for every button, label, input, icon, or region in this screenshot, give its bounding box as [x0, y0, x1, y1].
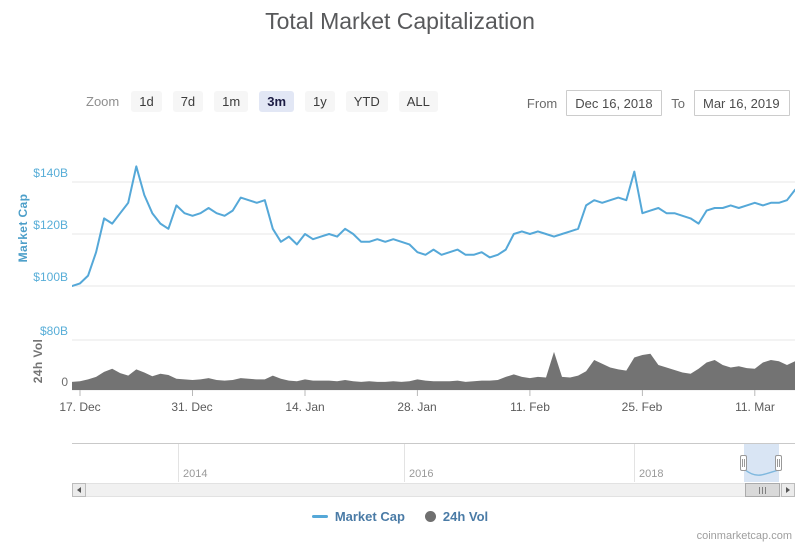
- watermark: coinmarketcap.com: [696, 530, 792, 542]
- zoom-button-1y[interactable]: 1y: [305, 91, 335, 112]
- yaxis-label-0: 0: [61, 375, 68, 389]
- xaxis-label-5: 11. Feb: [510, 400, 550, 414]
- yaxis-label-80b: $80B: [39, 324, 68, 338]
- scrollbar-track[interactable]: [72, 483, 795, 497]
- zoom-label: Zoom: [86, 94, 120, 109]
- navigator-selected-range[interactable]: [744, 444, 779, 482]
- line-marker-icon: [311, 515, 328, 518]
- yaxis-label-140b: $140B: [33, 166, 68, 180]
- to-date-input[interactable]: [694, 90, 790, 116]
- legend-label: 24h Vol: [442, 509, 489, 524]
- yaxis-label-100b: $100B: [33, 270, 68, 284]
- left-arrow-icon: [77, 487, 81, 493]
- to-label: To: [671, 95, 685, 111]
- right-arrow-icon: [786, 487, 790, 493]
- xaxis-label-7: 11. Mar: [735, 400, 775, 414]
- zoom-button-all[interactable]: ALL: [398, 91, 438, 112]
- yaxis-title-market-cap: Market Cap: [16, 193, 30, 263]
- navigator-series-preview: [744, 468, 779, 476]
- zoom-button-1d[interactable]: 1d: [131, 91, 162, 112]
- scrollbar-thumb[interactable]: [745, 483, 780, 497]
- zoom-button-ytd[interactable]: YTD: [345, 91, 388, 112]
- legend-item-24h-vol[interactable]: 24h Vol: [424, 509, 489, 524]
- scrollbar-right-arrow[interactable]: [781, 483, 795, 497]
- zoom-button-3m[interactable]: 3m: [259, 91, 295, 112]
- navigator-gridline: [634, 444, 635, 482]
- navigator-year-2014: 2014: [183, 468, 208, 480]
- date-range: From To: [527, 90, 790, 116]
- navigator-year-2016: 2016: [409, 468, 434, 480]
- zoom-button-1m[interactable]: 1m: [214, 91, 249, 112]
- yaxis-title-24h-vol: 24h Vol: [31, 338, 45, 384]
- chart-title: Total Market Capitalization: [265, 8, 535, 34]
- legend: Market Cap 24h Vol: [0, 509, 800, 524]
- from-label: From: [526, 95, 558, 111]
- xaxis-label-6: 25. Feb: [621, 400, 663, 414]
- navigator-gridline: [178, 444, 179, 482]
- xaxis-label-3: 14. Jan: [285, 400, 325, 414]
- xaxis-label-4: 28. Jan: [397, 400, 437, 414]
- legend-item-market-cap[interactable]: Market Cap: [311, 509, 405, 524]
- navigator-right-handle[interactable]: [775, 455, 782, 471]
- from-date-input[interactable]: [566, 90, 663, 116]
- yaxis-label-120b: $120B: [33, 218, 68, 232]
- circle-marker-icon: [424, 511, 436, 522]
- xaxis-label-1: 17. Dec: [59, 400, 101, 414]
- plot-area[interactable]: [72, 150, 795, 400]
- xaxis-label-2: 31. Dec: [171, 400, 213, 414]
- navigator-year-2018: 2018: [639, 468, 664, 480]
- legend-label: Market Cap: [334, 509, 405, 524]
- scrollbar-left-arrow[interactable]: [72, 483, 86, 497]
- navigator-left-handle[interactable]: [740, 455, 747, 471]
- navigator[interactable]: 2014 2016 2018: [72, 443, 795, 482]
- navigator-gridline: [404, 444, 405, 482]
- range-selector: Zoom 1d 7d 1m 3m 1y YTD ALL: [86, 91, 438, 112]
- zoom-button-7d[interactable]: 7d: [172, 91, 204, 112]
